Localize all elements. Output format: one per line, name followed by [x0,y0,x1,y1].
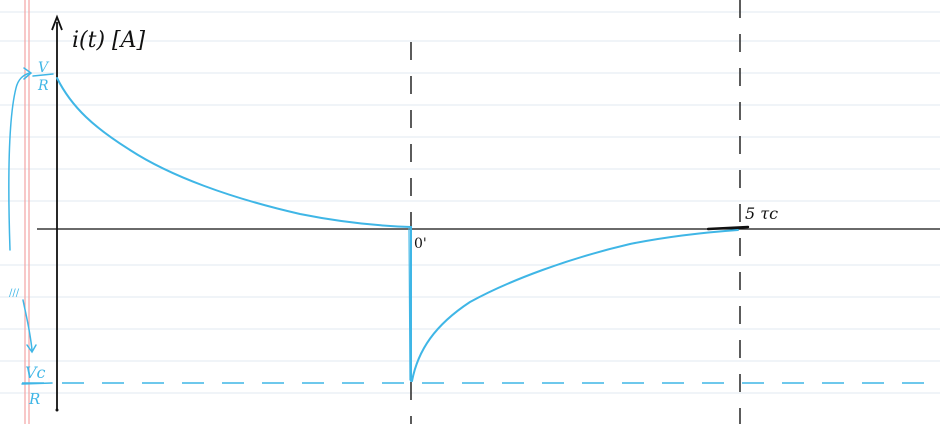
five-tau-label: 5 τc [745,204,778,223]
switch-time-label: 0' [414,236,427,252]
bottom-value-arrow [22,299,33,351]
switch-drop-second-stroke [408,228,411,381]
side-mark: /// [9,288,20,299]
y-axis-arrow [51,14,63,31]
bottom-value-numerator: Vc [25,363,46,382]
top-value-arrowhead [23,67,33,80]
bottom-value-arrowhead [26,344,37,354]
y-axis-label: i(t) [A] [72,28,146,53]
top-value-arrow [8,72,31,251]
current-curve [56,77,750,382]
ruled-lines [0,11,940,394]
top-value-fraction-bar [32,73,54,77]
bottom-value-fraction-bar [21,382,53,385]
margin-annotations [8,67,54,385]
top-value-denominator: R [37,78,49,94]
discharge-recovery [411,229,739,382]
top-value-numerator: V [38,60,50,76]
charging-decay [56,77,412,228]
tau-tick [706,225,750,231]
bottom-value-denominator: R [28,390,40,408]
axes [37,14,940,410]
origin-dot [55,408,59,412]
